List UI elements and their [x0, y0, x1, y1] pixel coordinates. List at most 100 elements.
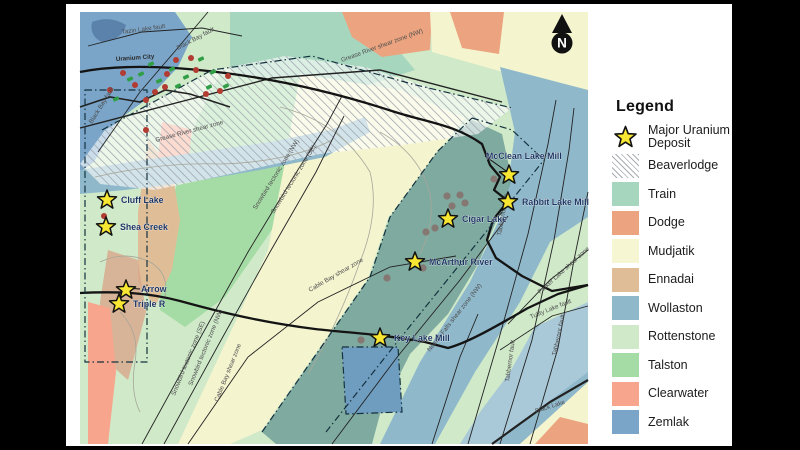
- legend-label: Zemlak: [648, 414, 689, 429]
- legend-item-wollaston: Wollaston: [612, 294, 732, 323]
- legend-star-icon: [614, 125, 637, 148]
- occurrence-green-patch: [112, 96, 120, 102]
- deposit-star: [498, 164, 520, 184]
- deposit-label: Arrow: [141, 284, 167, 294]
- legend-swatch-beaverlodge: [612, 153, 639, 178]
- deposit-star: [437, 208, 459, 228]
- legend-item-major-uranium-deposit: Major Uranium Deposit: [612, 123, 732, 152]
- deposit-label: McClean Lake Mill: [486, 151, 562, 161]
- north-arrow-pointer: [552, 14, 572, 33]
- occurrence-green-patch: [205, 84, 213, 90]
- deposit-label: Rabbit Lake Mill: [522, 197, 589, 207]
- occurrence-red-dot: [143, 97, 149, 103]
- deposit-star: [95, 216, 117, 236]
- legend-swatch-mudjatik: [612, 239, 639, 264]
- occurrence-green-patch: [182, 74, 190, 80]
- occurrence-red-dot: [225, 73, 231, 79]
- occurrence-green-patch: [126, 76, 134, 82]
- geology-domains: [80, 12, 588, 444]
- occurrence-brown-dot: [461, 199, 469, 207]
- place-labels: Uranium City: [116, 53, 155, 63]
- occurrence-brown-dot: [383, 274, 391, 282]
- legend-label: Beaverlodge: [648, 158, 719, 173]
- legend-swatch-dodge: [612, 210, 639, 235]
- occurrence-red-dot: [193, 67, 199, 73]
- deposit-label: McArthur River: [429, 257, 493, 267]
- occurrence-brown-dot: [357, 336, 365, 344]
- occurrence-red-dot: [132, 82, 138, 88]
- deposit-label: Key Lake Mill: [394, 333, 450, 343]
- occurrence-red-dot: [107, 87, 113, 93]
- legend-item-mudjatik: Mudjatik: [612, 237, 732, 266]
- mineral-occurrences: [101, 55, 498, 344]
- occurrence-green-patch: [147, 61, 155, 67]
- occurrence-green-patch: [168, 66, 176, 72]
- legend-item-train: Train: [612, 180, 732, 209]
- occurrence-brown-dot: [448, 202, 456, 210]
- uranium-deposit-markers: Cluff Lake Shea Creek Arrow Triple R Cigar L…: [95, 151, 589, 347]
- occurrence-brown-dot: [443, 192, 451, 200]
- legend-swatch-zemlak: [612, 410, 639, 435]
- deposit-label: Shea Creek: [120, 222, 168, 232]
- legend-swatch-clearwater: [612, 381, 639, 406]
- occurrence-red-dot: [188, 55, 194, 61]
- legend: Legend Major Uranium Deposit Beaverlodge T…: [612, 98, 732, 437]
- legend-item-dodge: Dodge: [612, 209, 732, 238]
- legend-swatch-ennadai: [612, 267, 639, 292]
- occurrence-red-dot: [164, 71, 170, 77]
- occurrence-green-patch: [155, 78, 163, 84]
- geology-map: Tazin Lake fault Black Bay fault Black Bay…: [79, 11, 591, 445]
- legend-label: Dodge: [648, 215, 685, 230]
- deposit-star: [369, 327, 391, 347]
- deposit-star: [497, 191, 519, 211]
- north-arrow-circle: [551, 32, 573, 54]
- legend-label: Rottenstone: [648, 329, 716, 344]
- legend-label: Wollaston: [648, 300, 703, 315]
- legend-label: Mudjatik: [648, 243, 695, 258]
- legend-swatch-train: [612, 182, 639, 207]
- deposit-star: [115, 279, 137, 299]
- occurrence-red-dot: [217, 88, 223, 94]
- legend-title: Legend: [616, 98, 675, 115]
- occurrence-brown-dot: [456, 191, 464, 199]
- occurrence-brown-dot: [431, 224, 439, 232]
- deposit-label: Triple R: [133, 299, 166, 309]
- occurrence-red-dot: [152, 89, 158, 95]
- occurrence-red-dot: [173, 57, 179, 63]
- basin-outline: [79, 65, 589, 350]
- deposit-label: Cigar Lake: [462, 214, 507, 224]
- legend-label: Talston: [648, 357, 688, 372]
- deposit-star: [108, 293, 130, 313]
- legend-item-beaverlodge: Beaverlodge: [612, 152, 732, 181]
- occurrence-red-dot: [120, 70, 126, 76]
- legend-items: Major Uranium Deposit Beaverlodge Train Dod…: [612, 123, 732, 437]
- legend-label: Train: [648, 186, 677, 201]
- occurrence-green-patch: [174, 83, 182, 89]
- deposit-leader-line: [484, 155, 510, 174]
- legend-item-ennadai: Ennadai: [612, 266, 732, 295]
- north-arrow-letter: N: [557, 36, 567, 51]
- occurrence-brown-dot: [422, 228, 430, 236]
- occurrence-red-dot: [203, 91, 209, 97]
- legend-swatch-rottenstone: [612, 324, 639, 349]
- occurrence-green-patch: [197, 56, 205, 62]
- deposit-label: Cluff Lake: [121, 195, 164, 205]
- legend-item-talston: Talston: [612, 351, 732, 380]
- deposit-star: [96, 189, 118, 209]
- occurrence-red-dot: [162, 84, 168, 90]
- place-label: Uranium City: [116, 53, 155, 63]
- occurrence-brown-dot: [490, 175, 498, 183]
- legend-label: Ennadai: [648, 272, 694, 287]
- deposit-star: [404, 251, 426, 271]
- north-arrow: N: [551, 14, 573, 54]
- legend-swatch-talston: [612, 353, 639, 378]
- legend-label: Major Uranium Deposit: [648, 123, 730, 151]
- legend-item-rottenstone: Rottenstone: [612, 323, 732, 352]
- legend-swatch-wollaston: [612, 296, 639, 321]
- occurrence-red-dot: [143, 127, 149, 133]
- legend-label: Clearwater: [648, 386, 709, 401]
- legend-swatch-major-uranium-deposit: [612, 125, 639, 149]
- legend-item-clearwater: Clearwater: [612, 380, 732, 409]
